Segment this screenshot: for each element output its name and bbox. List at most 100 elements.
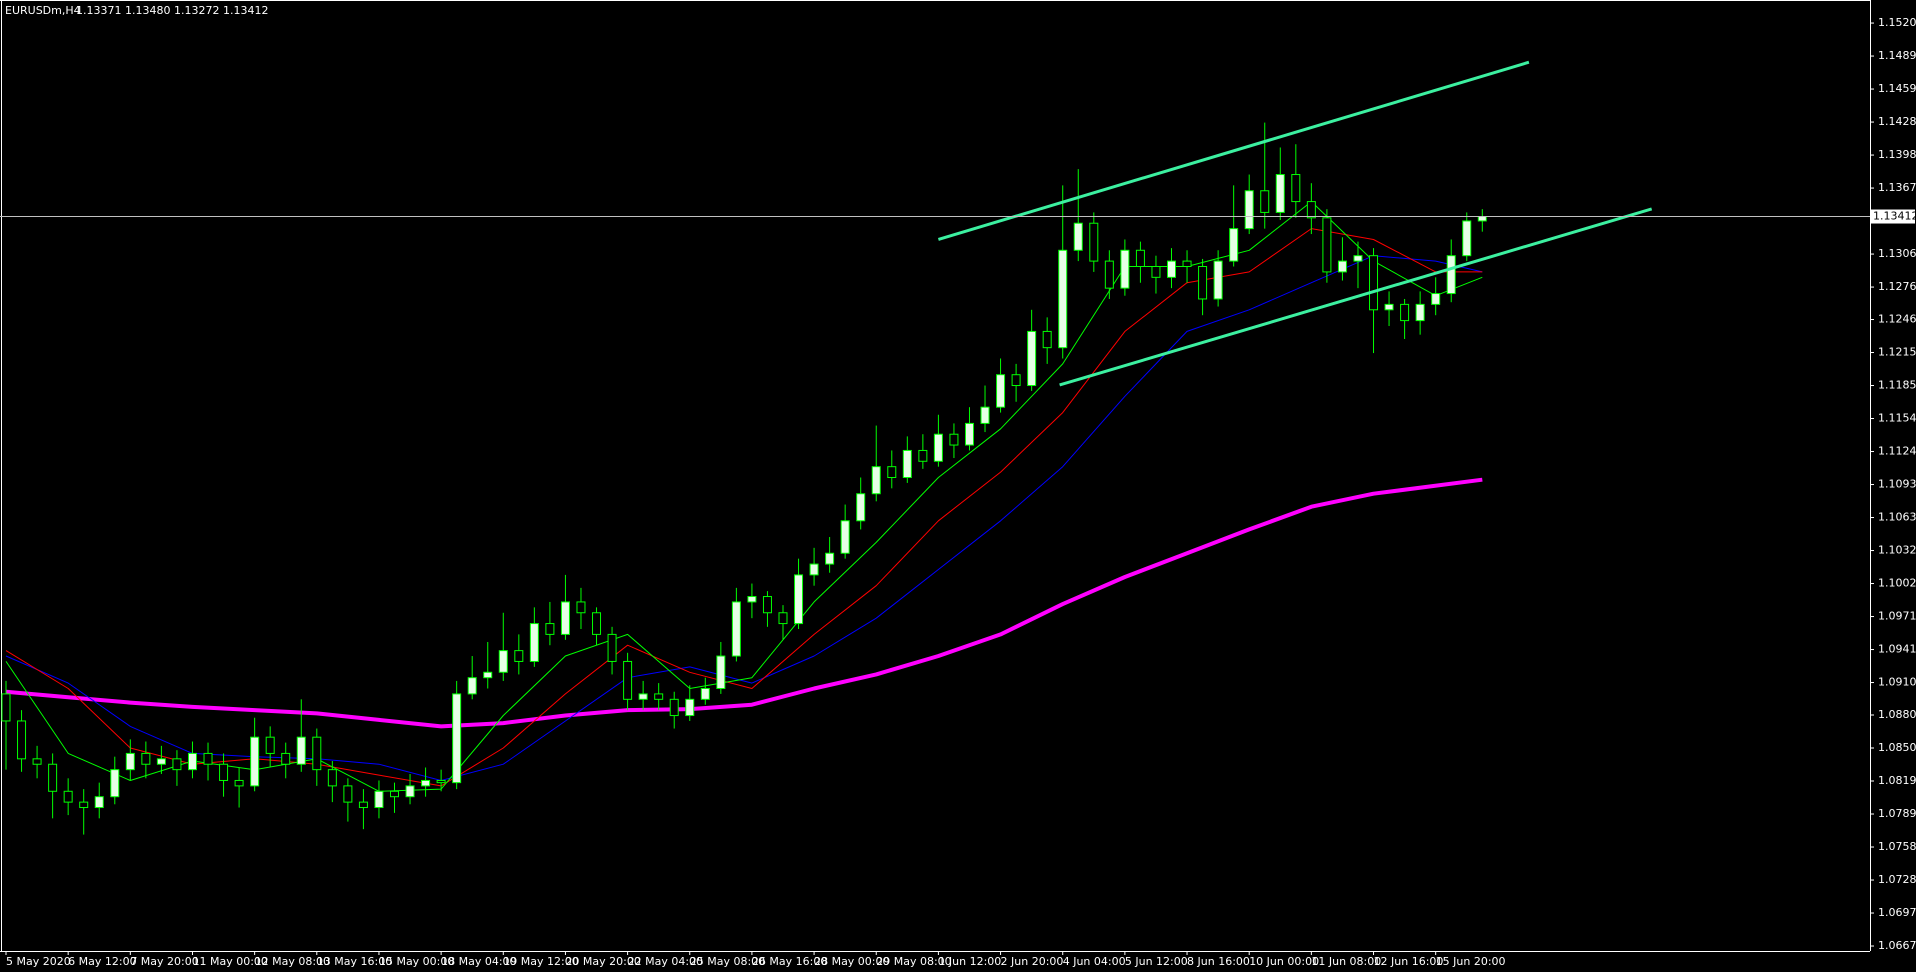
moving-average xyxy=(5,477,1483,729)
candle-body xyxy=(1415,303,1425,322)
x-tick-label: 29 May 08:00 xyxy=(876,955,951,968)
y-tick-label: 1.07280 xyxy=(1878,873,1916,886)
candle-body xyxy=(187,752,197,771)
candle-body xyxy=(1073,222,1083,251)
candle-body xyxy=(390,790,399,798)
x-tick-label: 25 May 08:00 xyxy=(690,955,765,968)
y-tick-label: 1.07890 xyxy=(1878,807,1916,820)
candle-body xyxy=(607,633,617,662)
candle-body xyxy=(638,693,648,700)
x-tick-label: 19 May 12:00 xyxy=(503,955,578,968)
x-tick-label: 12 May 08:00 xyxy=(255,955,330,968)
y-tick-label: 1.13675 xyxy=(1878,181,1916,194)
candle-body xyxy=(452,693,462,784)
candle-body xyxy=(32,758,42,765)
x-tick-label: 10 Jun 00:00 xyxy=(1249,955,1319,968)
candle-body xyxy=(560,601,570,635)
x-tick-label: 8 Jun 16:00 xyxy=(1187,955,1250,968)
candle-body xyxy=(358,801,368,809)
y-tick-label: 1.15200 xyxy=(1878,16,1916,29)
x-tick-label: 6 May 12:00 xyxy=(68,955,136,968)
candle-body xyxy=(172,758,182,771)
y-tick-label: 1.11240 xyxy=(1878,445,1916,458)
candle-body xyxy=(592,612,602,635)
candle-body xyxy=(1337,260,1347,273)
candle-body xyxy=(1244,190,1254,230)
y-tick-label: 1.12760 xyxy=(1878,280,1916,293)
candle-body xyxy=(1322,217,1332,273)
candle-body xyxy=(250,736,260,787)
candle-body xyxy=(856,493,866,522)
y-tick-label: 1.13065 xyxy=(1878,247,1916,260)
candle-body xyxy=(374,790,384,809)
x-tick-label: 20 May 20:00 xyxy=(565,955,640,968)
x-tick-label: 5 Jun 12:00 xyxy=(1125,955,1188,968)
candle-body xyxy=(1135,249,1145,268)
candle-body xyxy=(312,736,322,771)
candle-body xyxy=(918,449,928,462)
y-tick-label: 1.11545 xyxy=(1878,412,1916,425)
candle-body xyxy=(296,736,306,765)
x-tick-label: 22 May 04:00 xyxy=(628,955,703,968)
candle-body xyxy=(483,671,493,679)
x-tick-label: 18 May 04:00 xyxy=(441,955,516,968)
x-tick-label: 2 Jun 20:00 xyxy=(1001,955,1064,968)
y-tick-label: 1.09410 xyxy=(1878,643,1916,656)
candle-body xyxy=(421,779,431,787)
candle-body xyxy=(762,596,772,614)
candle-body xyxy=(405,785,415,798)
candle-body xyxy=(79,801,89,809)
x-tick-label: 7 May 20:00 xyxy=(130,955,198,968)
candle-body xyxy=(949,433,959,446)
y-tick-label: 1.12155 xyxy=(1878,346,1916,359)
candle-body xyxy=(840,520,850,554)
candle-body xyxy=(1213,260,1223,300)
candle-body xyxy=(747,596,757,603)
y-tick-label: 1.12460 xyxy=(1878,313,1916,326)
candle-body xyxy=(1229,228,1239,262)
y-tick-label: 1.10630 xyxy=(1878,511,1916,524)
x-tick-label: 4 Jun 04:00 xyxy=(1063,955,1126,968)
candle-body xyxy=(327,769,337,787)
candle-body xyxy=(1027,330,1037,387)
candle-body xyxy=(219,763,229,781)
candle-body xyxy=(902,449,912,479)
x-tick-label: 5 May 2020 xyxy=(6,955,71,968)
y-tick-label: 1.10325 xyxy=(1878,544,1916,557)
candle-body xyxy=(669,698,679,717)
candle-body xyxy=(17,720,27,760)
candle-body xyxy=(467,677,477,695)
y-tick-label: 1.08500 xyxy=(1878,741,1916,754)
candle-body xyxy=(203,752,213,765)
trend-line xyxy=(937,60,1530,241)
symbol-title: EURUSDm,H4 xyxy=(5,4,81,17)
current-price-label: 1.13412 xyxy=(1873,210,1916,223)
candle-body xyxy=(1260,190,1270,213)
y-tick-label: 1.14895 xyxy=(1878,49,1916,62)
candle-body xyxy=(933,433,943,462)
y-tick-label: 1.14285 xyxy=(1878,115,1916,128)
x-tick-label: 26 May 16:00 xyxy=(752,955,827,968)
candle-body xyxy=(1151,266,1161,278)
trend-line xyxy=(1059,207,1653,387)
candle-body xyxy=(1042,330,1052,349)
y-tick-label: 1.10020 xyxy=(1878,577,1916,590)
ohlc-header: 1.13371 1.13480 1.13272 1.13412 xyxy=(76,4,268,17)
candle-body xyxy=(1182,260,1192,268)
candle-body xyxy=(623,660,633,700)
candle-body xyxy=(1104,260,1114,289)
y-tick-label: 1.08805 xyxy=(1878,708,1916,721)
candle-body xyxy=(63,790,73,803)
candle-body xyxy=(731,601,741,657)
x-tick-label: 13 May 16:00 xyxy=(317,955,392,968)
candle-body xyxy=(1011,374,1021,387)
candle-body xyxy=(48,763,58,792)
candle-body xyxy=(825,552,835,565)
candle-body xyxy=(1400,303,1410,322)
x-tick-label: 11 Jun 08:00 xyxy=(1311,955,1381,968)
x-tick-label: 1 Jun 12:00 xyxy=(938,955,1001,968)
candle-body xyxy=(716,655,726,689)
y-tick-label: 1.06670 xyxy=(1878,939,1916,952)
candle-body xyxy=(1353,255,1363,262)
